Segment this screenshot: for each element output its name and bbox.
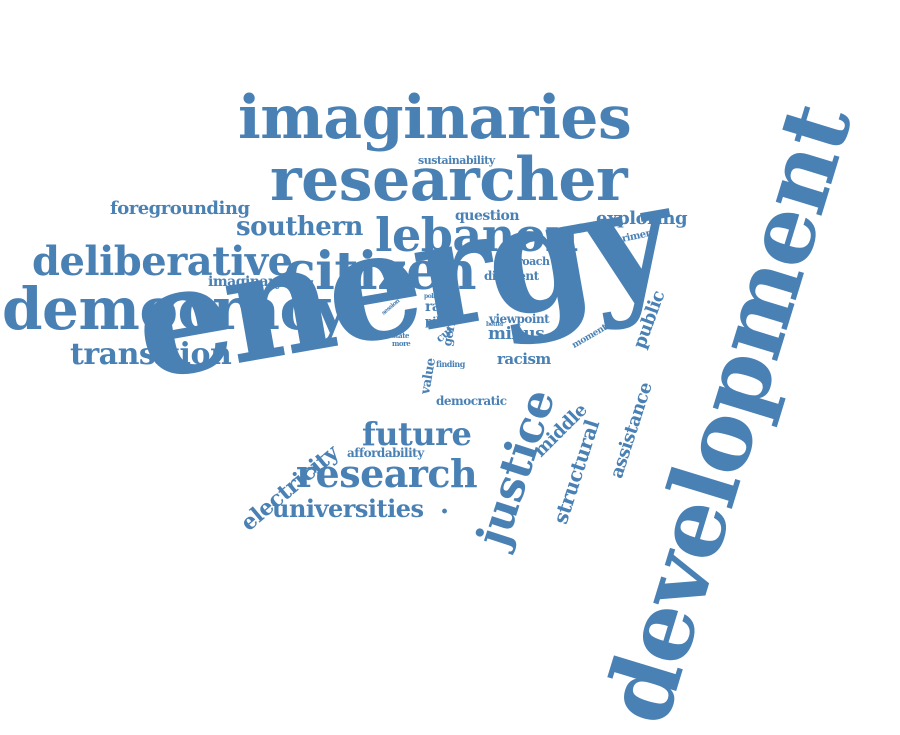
word-better: better <box>486 321 504 328</box>
word-minus: minus <box>488 324 545 344</box>
word-approach: approach <box>496 255 550 268</box>
word-universities: universities <box>272 494 424 523</box>
word-racism: racism <box>497 350 551 368</box>
word-democratic: democratic <box>436 394 507 408</box>
word-sustainability: sustainability <box>418 154 495 167</box>
word-researcher: researcher <box>270 145 628 215</box>
word-justice: justice <box>467 383 566 553</box>
word-imaginary: imaginary <box>208 274 283 290</box>
word-cloud: imaginaries researcher sustainability fo… <box>2 83 872 735</box>
word-pilot: pilot <box>425 315 451 328</box>
word-assistance: assistance <box>606 379 657 481</box>
word-democracy: democracy <box>2 275 348 343</box>
word-question: question <box>455 208 520 224</box>
word-exploring: exploring <box>596 208 688 229</box>
word-imaginaries: imaginaries <box>238 83 632 153</box>
word-more: more <box>392 339 411 348</box>
word-deliberative: deliberative <box>32 238 293 285</box>
word-politic: politic <box>424 293 442 300</box>
word-foregrounding: foregrounding <box>110 198 250 219</box>
word-transition: transition <box>70 337 232 372</box>
word-lebanon: lebanon <box>375 208 578 262</box>
word-viewpoint: viewpoint <box>489 312 550 326</box>
word-finding: finding <box>436 359 465 369</box>
word-dot: . <box>440 490 449 520</box>
word-research: research <box>296 451 478 496</box>
word-race: race <box>425 299 457 315</box>
word-different: different <box>484 269 539 283</box>
word-state: state <box>392 331 409 340</box>
word-future: future <box>362 415 472 453</box>
word-citizen: citizen <box>284 241 477 302</box>
word-affordability: affordability <box>347 446 424 460</box>
word-southern: southern <box>236 212 363 242</box>
